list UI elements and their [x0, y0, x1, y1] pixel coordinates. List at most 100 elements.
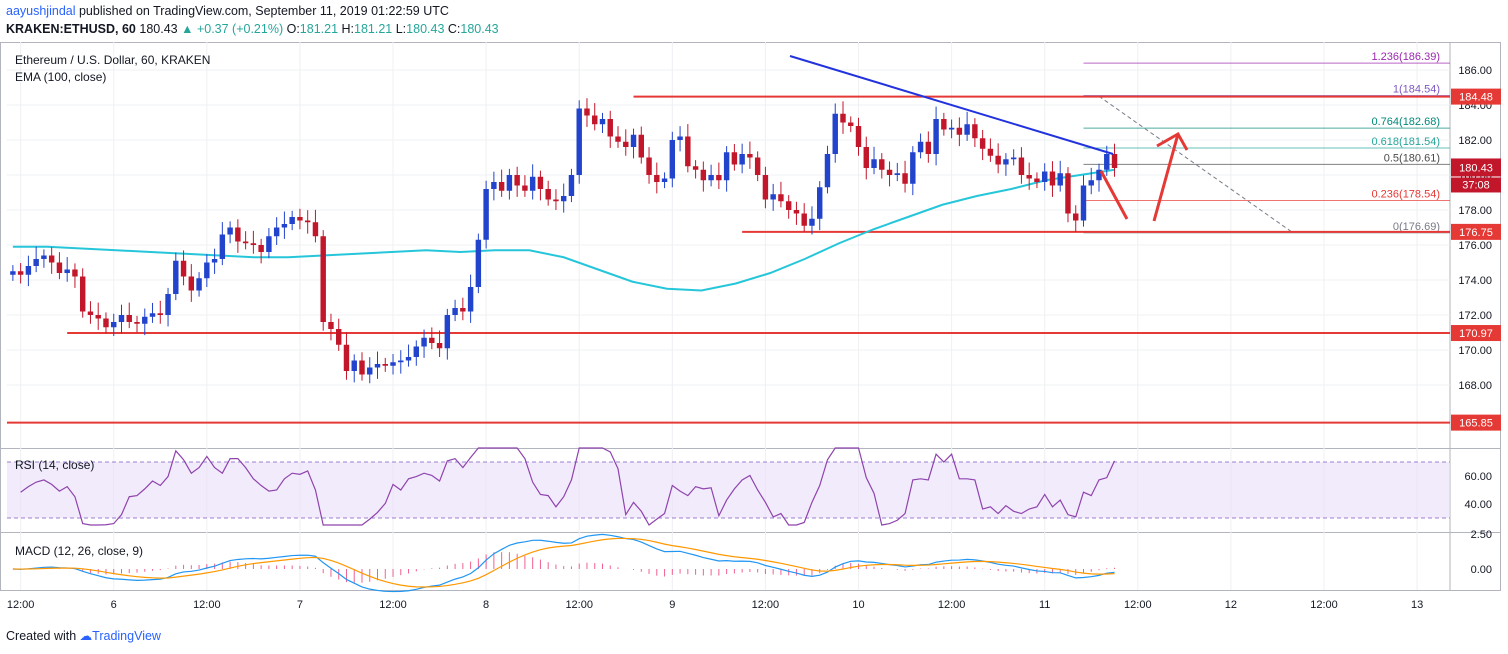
candle-body	[1041, 171, 1048, 182]
candle-body	[910, 152, 916, 184]
y-tick-label: 186.00	[1458, 65, 1492, 77]
close-value: 180.43	[460, 22, 499, 36]
fib-level-label: 0.236(178.54)	[1372, 189, 1441, 201]
countdown-tag	[1451, 177, 1501, 193]
tradingview-brand[interactable]: TradingView	[92, 629, 161, 643]
candle-body	[460, 308, 466, 312]
candle-body	[1034, 178, 1040, 182]
candle-body	[429, 337, 435, 343]
ohlc-bar: KRAKEN:ETHUSD, 60 180.43 ▲ +0.37 (+0.21%…	[6, 22, 499, 36]
candle-body	[48, 255, 55, 263]
candle-body	[964, 124, 970, 135]
candle-body	[304, 220, 311, 223]
candle-body	[188, 276, 195, 291]
candle-body	[599, 119, 606, 125]
candle-body	[498, 182, 505, 191]
rsi-legend: RSI (14, close)	[15, 458, 94, 472]
candle-body	[685, 136, 691, 167]
candle-body	[281, 224, 288, 228]
created-with-text: Created with	[6, 629, 77, 643]
candle-body	[1049, 171, 1056, 186]
candle-body	[173, 260, 179, 294]
candle-body	[739, 154, 745, 165]
candle-body	[933, 119, 939, 154]
forecast-up-stroke	[1152, 133, 1180, 222]
candle-body	[1010, 157, 1017, 160]
macd-signal-line	[12, 537, 1115, 588]
candle-body	[219, 234, 226, 259]
x-tick-label: 7	[297, 599, 303, 611]
candle-body	[700, 169, 707, 181]
tradingview-logo-icon[interactable]: ☁	[79, 629, 93, 643]
forecast-down-stroke	[1099, 170, 1129, 220]
candle-body	[1018, 157, 1025, 175]
candle-body	[941, 119, 947, 130]
candle-body	[103, 318, 109, 328]
candle-body	[1003, 159, 1009, 165]
candle-body	[79, 276, 86, 312]
candle-body	[149, 313, 156, 317]
candle-body	[785, 201, 792, 210]
x-tick-label: 13	[1411, 599, 1423, 611]
candle-body	[1111, 154, 1118, 168]
candle-body	[638, 134, 644, 158]
candle-body	[568, 175, 575, 196]
candle-body	[1073, 213, 1079, 221]
candle-body	[669, 140, 676, 179]
candle-body	[475, 239, 482, 287]
fib-level-label: 0.764(182.68)	[1372, 116, 1441, 128]
x-tick-label: 6	[111, 599, 117, 611]
candle-body	[801, 213, 807, 226]
x-tick-label: 12:00	[379, 599, 407, 611]
ema-legend: EMA (100, close)	[15, 70, 106, 84]
candle-body	[809, 218, 815, 226]
candle-body	[367, 367, 373, 375]
y-tick-label: 172.00	[1458, 310, 1492, 322]
candle-body	[863, 147, 869, 168]
x-tick-label: 12:00	[752, 599, 780, 611]
candle-body	[180, 260, 187, 277]
candle-body	[623, 141, 629, 147]
low-value: 180.43	[406, 22, 445, 36]
x-tick-label: 11	[1039, 599, 1050, 611]
candle-body	[1096, 169, 1102, 181]
macd-tick-label: 0.00	[1471, 564, 1492, 576]
candle-body	[297, 217, 303, 221]
candle-body	[87, 311, 94, 315]
macd-tick-label: 2.50	[1471, 529, 1492, 541]
candle-body	[118, 315, 125, 322]
candle-body	[553, 199, 559, 202]
candle-body	[995, 155, 1001, 165]
last-price: 180.43	[139, 22, 178, 36]
level-price-tag	[1451, 414, 1501, 431]
candle-body	[817, 187, 823, 219]
candle-body	[1057, 173, 1063, 186]
descending-trendline	[789, 55, 1114, 155]
open-label: O:	[286, 22, 300, 36]
candle-body	[948, 127, 955, 130]
symbol-label: KRAKEN:ETHUSD, 60	[6, 22, 136, 36]
candle-body	[211, 259, 218, 263]
fib-level-label: 0.5(180.61)	[1384, 152, 1440, 164]
candle-body	[560, 196, 567, 202]
candle-body	[250, 243, 257, 245]
candle-body	[832, 113, 838, 154]
candle-body	[708, 175, 714, 181]
author-name[interactable]: aayushjindal	[6, 4, 76, 18]
candle-body	[646, 157, 652, 175]
candle-body	[382, 364, 388, 366]
fib-level-label: 0(176.69)	[1393, 221, 1440, 233]
candle-body	[405, 357, 412, 361]
candle-body	[894, 173, 901, 175]
publish-text: published on TradingView.com, September …	[78, 4, 449, 18]
candle-body	[374, 364, 381, 368]
candle-body	[956, 127, 963, 135]
candle-body	[142, 316, 148, 324]
candle-body	[824, 154, 831, 188]
x-tick-label: 8	[483, 599, 489, 611]
candle-body	[855, 126, 862, 147]
level-price-tag	[1451, 88, 1501, 105]
candle-body	[483, 189, 489, 240]
candle-body	[33, 259, 39, 266]
